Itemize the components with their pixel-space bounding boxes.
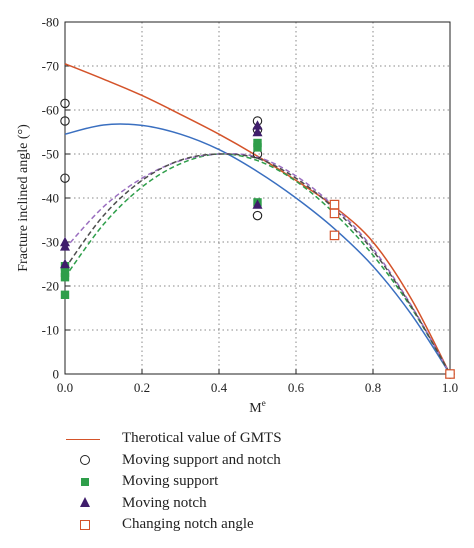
data-point-square xyxy=(253,143,262,152)
data-point-open-square xyxy=(329,230,340,241)
y-tick-label: -60 xyxy=(42,103,59,118)
data-point-triangle xyxy=(60,258,70,269)
data-point-triangle xyxy=(252,126,263,137)
data-point-circle xyxy=(60,98,70,109)
data-point-square xyxy=(60,273,70,282)
legend-item-changing-notch-angle: Changing notch angle xyxy=(64,514,464,536)
x-tick-label: 0.4 xyxy=(211,380,228,395)
data-point-square xyxy=(253,138,262,148)
y-axis-label: Fracture inclined angle (°) xyxy=(16,124,31,272)
data-point-circle xyxy=(252,210,263,221)
legend: Therotical value of GMTS Moving support … xyxy=(64,428,464,536)
open-circle-icon xyxy=(64,452,108,468)
y-tick-label: 0 xyxy=(53,367,60,382)
x-tick-label: 0.8 xyxy=(365,380,381,395)
y-tick-label: -80 xyxy=(42,15,59,30)
data-point-open-square xyxy=(329,199,340,210)
data-point-triangle xyxy=(60,241,70,251)
y-tick-label: -50 xyxy=(42,147,59,162)
y-tick-label: -70 xyxy=(42,59,59,74)
series-line-1 xyxy=(64,123,451,375)
x-tick-label: 0.6 xyxy=(288,380,305,395)
filled-square-icon xyxy=(64,474,108,490)
series-line-3 xyxy=(64,152,451,375)
plot-frame xyxy=(64,21,451,375)
x-tick-label: 0.2 xyxy=(134,380,150,395)
data-point-open-square xyxy=(445,369,455,379)
y-tick-label: -40 xyxy=(42,191,59,206)
data-point-triangle xyxy=(252,199,263,209)
y-tick-label: -10 xyxy=(42,323,59,338)
open-square-icon xyxy=(64,517,108,533)
line-swatch-icon xyxy=(64,431,108,447)
legend-label: Changing notch angle xyxy=(122,516,254,533)
legend-label: Moving support xyxy=(122,473,219,490)
x-tick-label: 0.0 xyxy=(57,380,73,395)
data-point-square xyxy=(60,268,70,277)
filled-triangle-icon xyxy=(64,495,108,511)
x-axis-label: Me xyxy=(249,398,265,416)
y-tick-label: -30 xyxy=(42,235,59,250)
data-point-square xyxy=(60,290,70,299)
legend-item-moving-notch: Moving notch xyxy=(64,493,464,515)
y-tick-label: -20 xyxy=(42,279,59,294)
x-tick-label: 1.0 xyxy=(442,380,458,395)
plot-area: 0.0 0.2 0.4 0.6 0.8 1.0 0 -10 -20 -30 -40 -50 -60 -70… xyxy=(16,15,458,417)
series-line-4 xyxy=(64,153,451,375)
legend-item-moving-support-and-notch: Moving support and notch xyxy=(64,450,464,472)
legend-label: Therotical value of GMTS xyxy=(122,430,282,447)
legend-item-moving-support: Moving support xyxy=(64,471,464,493)
legend-item-gmts: Therotical value of GMTS xyxy=(64,428,464,450)
data-point-triangle xyxy=(252,120,263,130)
legend-label: Moving support and notch xyxy=(122,451,281,468)
series-line-2 xyxy=(64,153,451,375)
data-point-circle xyxy=(60,116,70,126)
data-point-circle xyxy=(60,173,70,183)
data-point-open-square xyxy=(329,208,340,219)
legend-label: Moving notch xyxy=(122,494,207,511)
series-line-0 xyxy=(64,63,451,375)
